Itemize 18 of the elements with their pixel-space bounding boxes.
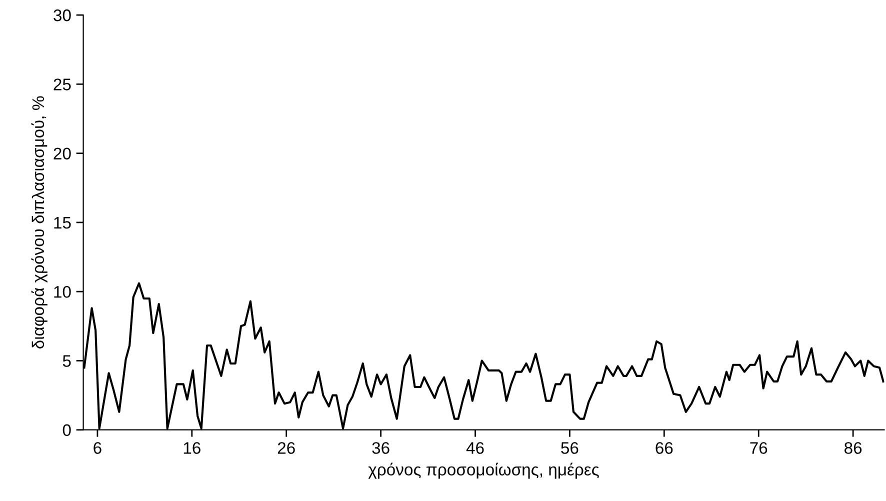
y-tick-label: 10 (54, 286, 71, 298)
y-tick-label: 0 (62, 424, 71, 436)
x-axis-title: χρόνος προσομοίωσης, ημέρες (368, 462, 599, 479)
y-tick-label: 20 (54, 148, 71, 160)
y-tick-label: 15 (54, 217, 71, 229)
y-axis-title: διαφορά χρόνου διπλασιασμού, % (31, 96, 48, 348)
x-tick-label: 46 (466, 442, 484, 454)
x-tick-label: 76 (750, 442, 768, 454)
x-tick-label: 66 (656, 442, 673, 454)
x-tick-label: 6 (94, 442, 102, 454)
y-tick-label: 5 (62, 355, 71, 367)
y-tick-label: 30 (54, 9, 71, 22)
x-tick-label: 16 (184, 442, 200, 454)
y-tick-label: 25 (54, 78, 71, 90)
x-tick-label: 86 (844, 442, 862, 454)
x-tick-label: 36 (372, 442, 390, 454)
x-tick-label: 56 (561, 442, 578, 454)
x-tick-label: 26 (278, 442, 295, 454)
